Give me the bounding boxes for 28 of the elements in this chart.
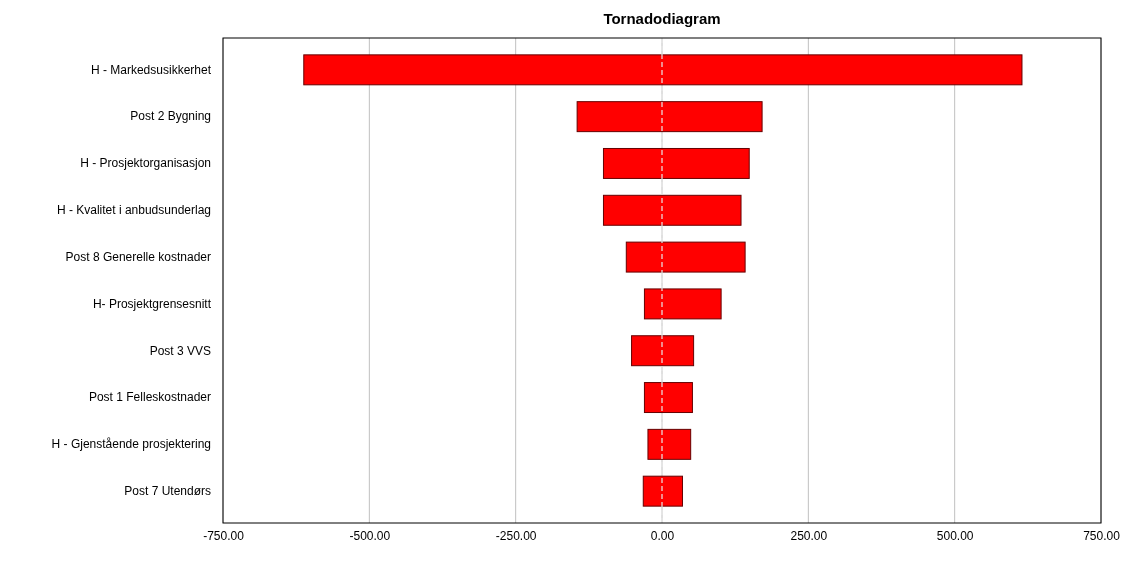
bar (631, 335, 695, 367)
bar (602, 147, 750, 179)
bar (643, 288, 722, 320)
x-tick-label: 750.00 (1083, 528, 1121, 543)
bar (643, 382, 693, 414)
bar (625, 241, 746, 273)
chart-title: Tornadodiagram (603, 10, 721, 27)
bar (647, 428, 692, 460)
bar (642, 475, 683, 507)
bar (576, 101, 763, 133)
y-tick-label: Post 2 Bygning (130, 109, 211, 124)
y-tick-label: H - Kvalitet i anbudsunderlag (56, 203, 211, 218)
y-tick-label: H - Gjenstående prosjektering (51, 437, 211, 452)
x-tick-label: 500.00 (936, 528, 974, 543)
x-tick-label: -500.00 (349, 528, 391, 543)
x-tick-label: -250.00 (495, 528, 537, 543)
x-tick-label: 250.00 (790, 528, 828, 543)
y-tick-label: H - Markedsusikkerhet (90, 62, 212, 77)
bar (602, 194, 742, 226)
y-tick-label: Post 7 Utendørs (124, 484, 211, 499)
x-tick-label: 0.00 (650, 528, 675, 543)
y-tick-label: Post 8 Generelle kostnader (65, 249, 211, 264)
y-tick-label: H- Prosjektgrensesnitt (92, 296, 212, 311)
bar (303, 54, 1023, 86)
y-tick-label: H - Prosjektorganisasjon (80, 156, 211, 171)
x-tick-label: -750.00 (203, 528, 245, 543)
y-tick-label: Post 3 VVS (149, 343, 211, 358)
y-tick-label: Post 1 Felleskostnader (88, 390, 211, 405)
